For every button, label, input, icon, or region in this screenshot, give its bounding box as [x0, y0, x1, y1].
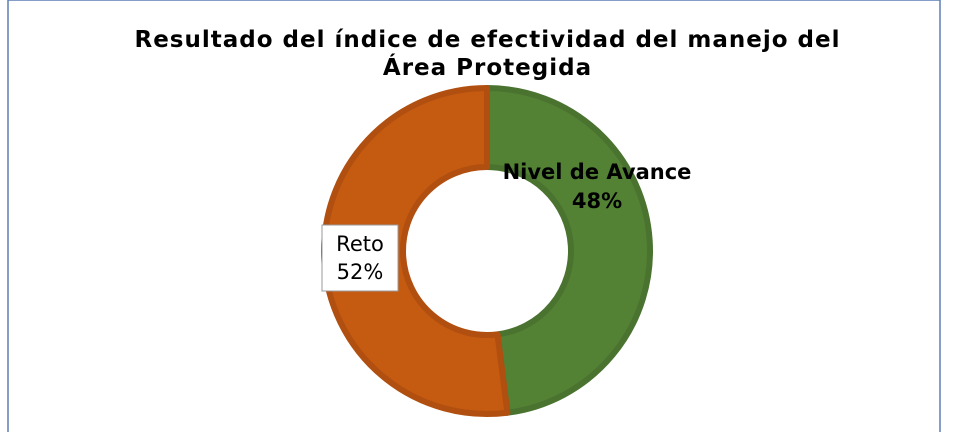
label-box — [321, 224, 399, 292]
frame — [7, 0, 941, 432]
donut-slice — [321, 85, 511, 417]
category-label: Nivel de Avance — [503, 160, 692, 184]
chart-title: Resultado del índice de efectividad del … — [134, 27, 841, 81]
donut-slice — [484, 85, 653, 416]
slices — [321, 85, 653, 417]
value-label: 52% — [337, 260, 384, 284]
category-label: Reto — [336, 232, 384, 256]
value-label: 48% — [572, 189, 622, 213]
